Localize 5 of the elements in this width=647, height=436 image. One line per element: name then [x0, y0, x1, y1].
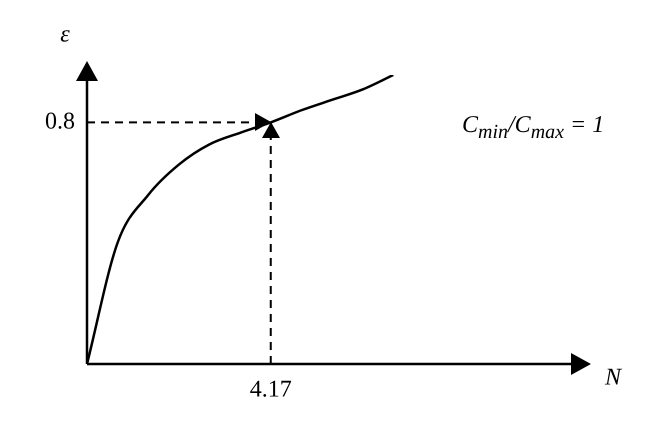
- y-axis-title: ε: [60, 21, 70, 48]
- text: 4.17: [250, 376, 292, 402]
- x-axis-title: N: [604, 364, 623, 390]
- annotation: C$_{min}$/C$_{max}$ = 1: [462, 112, 604, 144]
- ref-line-label: 0.8: [45, 108, 75, 135]
